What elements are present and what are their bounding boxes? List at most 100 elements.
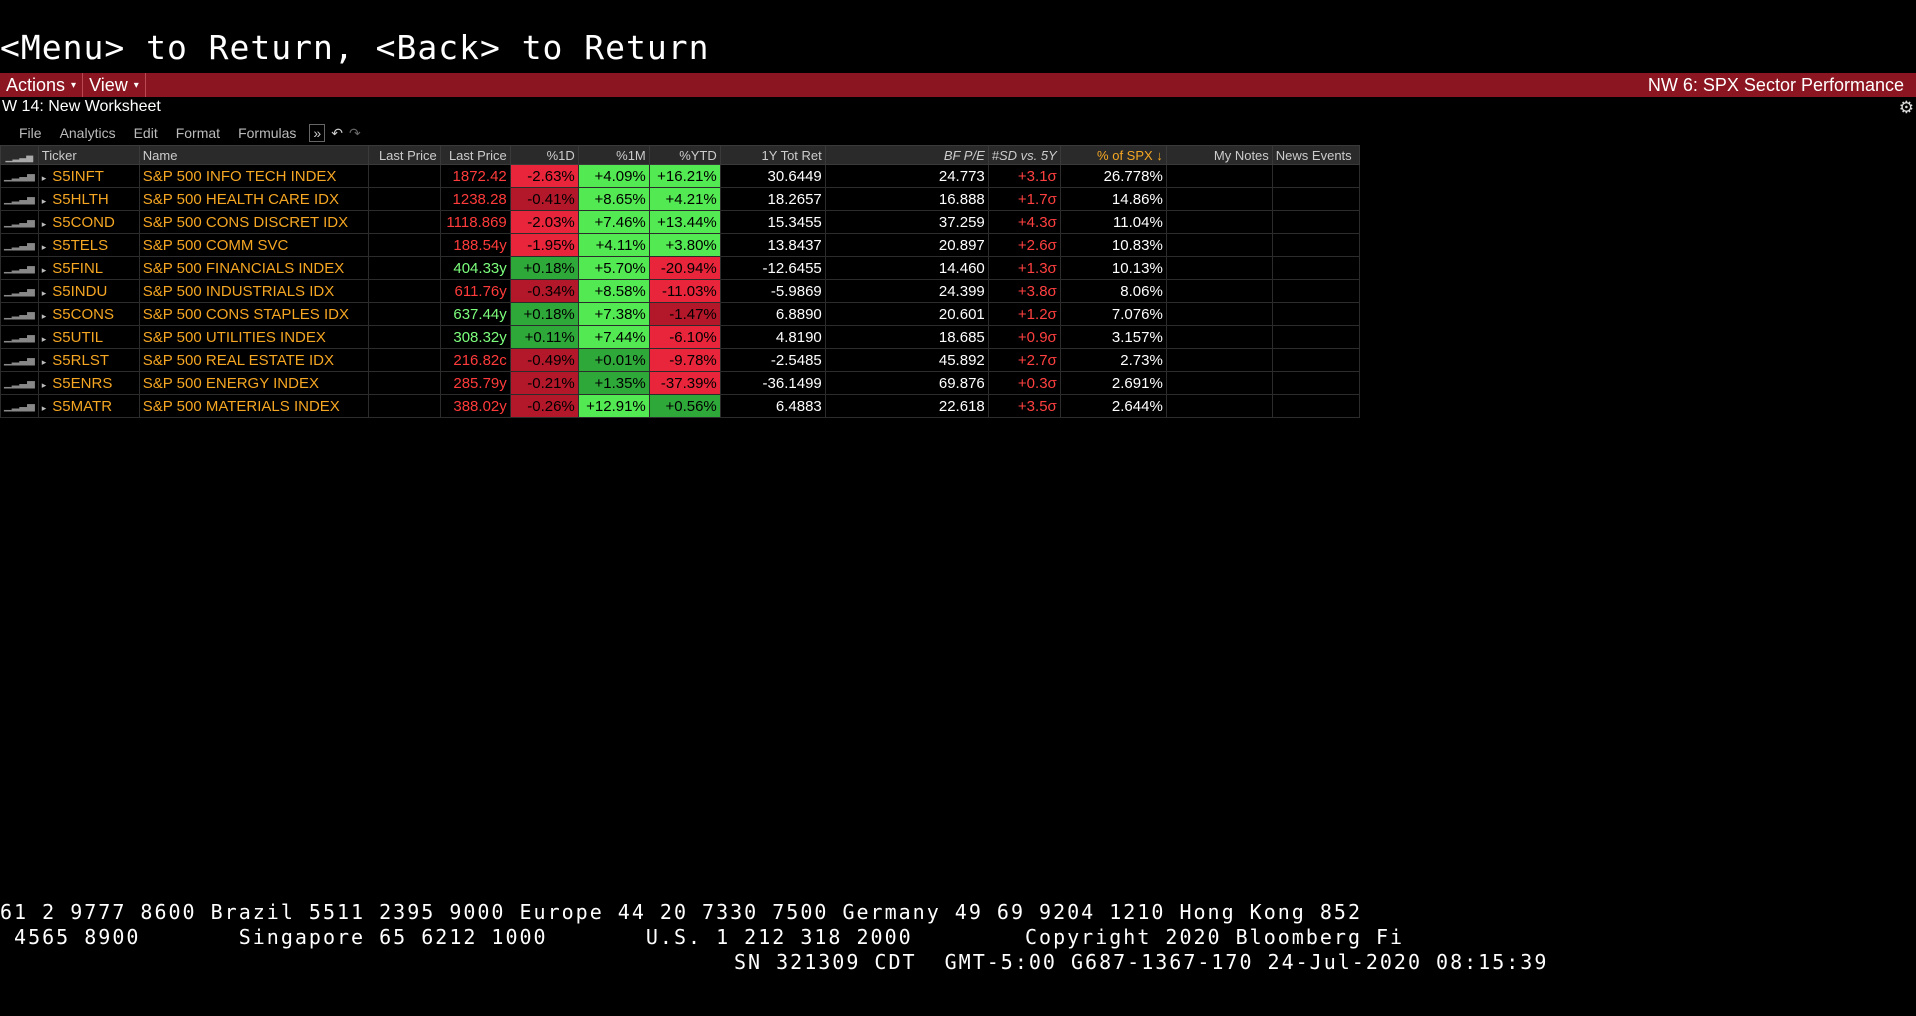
table-row[interactable]: ▁▂▃▅ ▸ S5FINL S&P 500 FINANCIALS INDEX 404.3… <box>0 256 1360 280</box>
ticker-cell[interactable]: ▸ S5ENRS <box>37 371 140 395</box>
last-price-cell[interactable]: 308.32y <box>439 325 511 349</box>
menu-analytics[interactable]: Analytics <box>59 125 116 141</box>
tot-ret-cell[interactable]: 30.6449 <box>719 164 826 188</box>
pct-1d-cell[interactable]: -0.41% <box>509 187 579 211</box>
pct-1m-cell[interactable]: +8.65% <box>577 187 650 211</box>
tot-ret-cell[interactable]: -2.5485 <box>719 348 826 372</box>
sd-5y-cell[interactable]: +2.7σ <box>987 348 1061 372</box>
table-row[interactable]: ▁▂▃▅ ▸ S5INDU S&P 500 INDUSTRIALS IDX 611.76… <box>0 279 1360 303</box>
pct-ytd-cell[interactable]: +4.21% <box>648 187 721 211</box>
last-price-cell[interactable]: 611.76y <box>439 279 511 303</box>
ticker-cell[interactable]: ▸ S5HLTH <box>37 187 140 211</box>
name-cell[interactable]: S&P 500 CONS DISCRET IDX <box>138 210 369 234</box>
double-chevron-icon[interactable]: » <box>309 124 326 142</box>
last-price-cell[interactable]: 1872.42 <box>439 164 511 188</box>
pct-spx-cell[interactable]: 2.73% <box>1059 348 1167 372</box>
bf-pe-cell[interactable]: 37.259 <box>824 210 989 234</box>
bf-pe-cell[interactable]: 18.685 <box>824 325 989 349</box>
last-price-1-cell[interactable] <box>367 348 441 372</box>
news-events-cell[interactable] <box>1271 371 1360 395</box>
table-row[interactable]: ▁▂▃▅ ▸ S5ENRS S&P 500 ENERGY INDEX 285.79y -0… <box>0 371 1360 395</box>
last-price-cell[interactable]: 1118.869 <box>439 210 511 234</box>
signal-bars-icon[interactable]: ▁▂▃▅ <box>0 348 39 372</box>
signal-bars-icon[interactable]: ▁▂▃▅ <box>0 233 39 257</box>
col-header-news-events[interactable]: News Events <box>1271 145 1360 165</box>
my-notes-cell[interactable] <box>1165 279 1273 303</box>
col-header-last-price-2[interactable]: Last Price <box>439 145 511 165</box>
signal-bars-icon[interactable]: ▁▂▃▅ <box>0 394 39 418</box>
pct-1m-cell[interactable]: +0.01% <box>577 348 650 372</box>
view-menu-button[interactable]: View ▾ <box>83 73 146 97</box>
pct-ytd-cell[interactable]: -6.10% <box>648 325 721 349</box>
last-price-1-cell[interactable] <box>367 256 441 280</box>
pct-1m-cell[interactable]: +5.70% <box>577 256 650 280</box>
table-row[interactable]: ▁▂▃▅ ▸ S5TELS S&P 500 COMM SVC 188.54y -1.95%… <box>0 233 1360 257</box>
bf-pe-cell[interactable]: 20.897 <box>824 233 989 257</box>
expand-arrow-icon[interactable]: ▸ <box>41 195 47 206</box>
expand-arrow-icon[interactable]: ▸ <box>41 379 47 390</box>
expand-arrow-icon[interactable]: ▸ <box>41 287 47 298</box>
sd-5y-cell[interactable]: +1.3σ <box>987 256 1061 280</box>
pct-spx-cell[interactable]: 10.13% <box>1059 256 1167 280</box>
pct-1m-cell[interactable]: +1.35% <box>577 371 650 395</box>
tot-ret-cell[interactable]: 18.2657 <box>719 187 826 211</box>
pct-1d-cell[interactable]: +0.18% <box>509 302 579 326</box>
signal-bars-icon[interactable]: ▁▂▃▅ <box>0 256 39 280</box>
table-row[interactable]: ▁▂▃▅ ▸ S5INFT S&P 500 INFO TECH INDEX 1872.4… <box>0 164 1360 188</box>
name-cell[interactable]: S&P 500 INDUSTRIALS IDX <box>138 279 369 303</box>
expand-arrow-icon[interactable]: ▸ <box>41 402 47 413</box>
sd-5y-cell[interactable]: +1.7σ <box>987 187 1061 211</box>
col-header-bf-pe[interactable]: BF P/E <box>824 145 989 165</box>
pct-1m-cell[interactable]: +4.11% <box>577 233 650 257</box>
ticker-cell[interactable]: ▸ S5CONS <box>37 302 140 326</box>
last-price-1-cell[interactable] <box>367 164 441 188</box>
expand-arrow-icon[interactable]: ▸ <box>41 218 47 229</box>
name-cell[interactable]: S&P 500 UTILITIES INDEX <box>138 325 369 349</box>
pct-1d-cell[interactable]: +0.11% <box>509 325 579 349</box>
last-price-1-cell[interactable] <box>367 210 441 234</box>
pct-ytd-cell[interactable]: -1.47% <box>648 302 721 326</box>
expand-arrow-icon[interactable]: ▸ <box>41 310 47 321</box>
expand-arrow-icon[interactable]: ▸ <box>41 356 47 367</box>
bf-pe-cell[interactable]: 22.618 <box>824 394 989 418</box>
bf-pe-cell[interactable]: 69.876 <box>824 371 989 395</box>
bf-pe-cell[interactable]: 14.460 <box>824 256 989 280</box>
bf-pe-cell[interactable]: 45.892 <box>824 348 989 372</box>
tot-ret-cell[interactable]: -12.6455 <box>719 256 826 280</box>
signal-bars-icon[interactable]: ▁▂▃▅ <box>0 302 39 326</box>
table-row[interactable]: ▁▂▃▅ ▸ S5CONS S&P 500 CONS STAPLES IDX 637.4… <box>0 302 1360 326</box>
tot-ret-cell[interactable]: -36.1499 <box>719 371 826 395</box>
ticker-cell[interactable]: ▸ S5INDU <box>37 279 140 303</box>
pct-1d-cell[interactable]: -1.95% <box>509 233 579 257</box>
pct-1m-cell[interactable]: +7.46% <box>577 210 650 234</box>
last-price-cell[interactable]: 285.79y <box>439 371 511 395</box>
col-header-ytd[interactable]: %YTD <box>648 145 721 165</box>
ticker-cell[interactable]: ▸ S5COND <box>37 210 140 234</box>
bf-pe-cell[interactable]: 24.773 <box>824 164 989 188</box>
bf-pe-cell[interactable]: 24.399 <box>824 279 989 303</box>
my-notes-cell[interactable] <box>1165 348 1273 372</box>
redo-icon[interactable]: ↷ <box>348 124 361 141</box>
last-price-1-cell[interactable] <box>367 371 441 395</box>
name-cell[interactable]: S&P 500 MATERIALS INDEX <box>138 394 369 418</box>
pct-ytd-cell[interactable]: -37.39% <box>648 371 721 395</box>
name-cell[interactable]: S&P 500 COMM SVC <box>138 233 369 257</box>
sd-5y-cell[interactable]: +3.8σ <box>987 279 1061 303</box>
tot-ret-cell[interactable]: -5.9869 <box>719 279 826 303</box>
pct-ytd-cell[interactable]: -11.03% <box>648 279 721 303</box>
ticker-cell[interactable]: ▸ S5RLST <box>37 348 140 372</box>
my-notes-cell[interactable] <box>1165 187 1273 211</box>
last-price-1-cell[interactable] <box>367 302 441 326</box>
expand-arrow-icon[interactable]: ▸ <box>41 264 47 275</box>
ticker-cell[interactable]: ▸ S5UTIL <box>37 325 140 349</box>
ticker-cell[interactable]: ▸ S5INFT <box>37 164 140 188</box>
pct-spx-cell[interactable]: 2.691% <box>1059 371 1167 395</box>
ticker-cell[interactable]: ▸ S5FINL <box>37 256 140 280</box>
news-events-cell[interactable] <box>1271 302 1360 326</box>
ticker-cell[interactable]: ▸ S5TELS <box>37 233 140 257</box>
pct-1m-cell[interactable]: +7.38% <box>577 302 650 326</box>
signal-bars-icon[interactable]: ▁▂▃▅ <box>0 325 39 349</box>
news-events-cell[interactable] <box>1271 325 1360 349</box>
pct-1m-cell[interactable]: +8.58% <box>577 279 650 303</box>
signal-bars-icon[interactable]: ▁▂▃▅ <box>0 187 39 211</box>
